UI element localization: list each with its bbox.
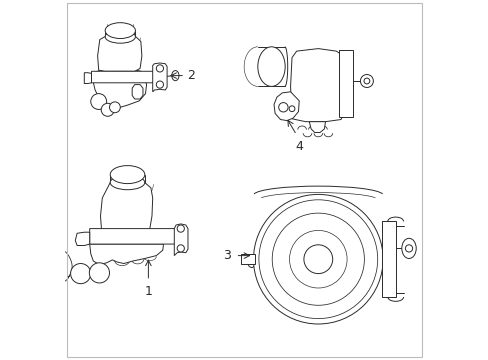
Circle shape [91,94,106,109]
Polygon shape [92,68,146,112]
Circle shape [405,245,412,252]
Circle shape [177,225,184,232]
Polygon shape [84,73,91,84]
Bar [338,50,352,117]
Circle shape [360,75,373,87]
Circle shape [89,263,109,283]
Polygon shape [174,224,187,256]
Polygon shape [132,85,142,99]
Ellipse shape [401,238,415,258]
Circle shape [109,102,120,113]
Text: 3: 3 [223,249,231,262]
Text: 2: 2 [187,69,195,82]
Circle shape [156,65,163,72]
Ellipse shape [257,47,285,86]
Bar [241,254,255,264]
Polygon shape [91,71,154,83]
Circle shape [289,230,346,288]
Polygon shape [309,122,325,132]
Text: 4: 4 [295,140,303,153]
Circle shape [177,245,184,252]
Polygon shape [273,92,299,121]
Polygon shape [382,221,395,297]
Ellipse shape [110,166,144,184]
Polygon shape [98,37,142,71]
Circle shape [272,213,364,305]
Circle shape [101,103,114,116]
Ellipse shape [105,30,135,43]
Polygon shape [101,183,152,232]
Text: 1: 1 [144,285,152,298]
Circle shape [253,194,382,324]
Polygon shape [290,49,345,122]
Polygon shape [152,63,167,92]
Circle shape [70,264,91,284]
Circle shape [288,106,294,112]
Ellipse shape [110,175,144,190]
Circle shape [363,78,369,84]
Polygon shape [75,232,89,246]
Polygon shape [89,229,177,244]
Circle shape [278,103,287,112]
Circle shape [156,81,163,88]
Circle shape [303,245,332,274]
Ellipse shape [105,23,135,39]
Ellipse shape [171,71,179,81]
Polygon shape [89,244,163,265]
